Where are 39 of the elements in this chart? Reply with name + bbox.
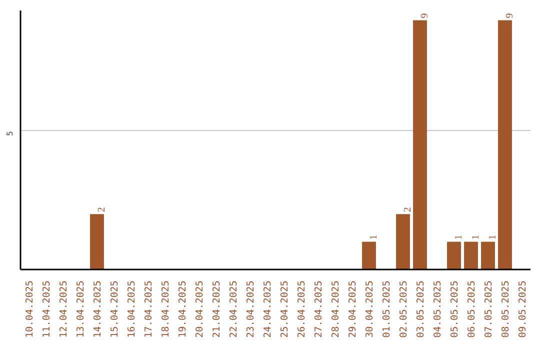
data-label: 2 <box>96 207 108 212</box>
x-tick-label: 17.04.2025 <box>144 280 154 338</box>
x-tick-label: 09.05.2025 <box>518 280 528 338</box>
x-tick-label: 02.05.2025 <box>398 280 410 338</box>
x-tick-label: 08.05.2025 <box>500 280 512 338</box>
x-tick-label: 14.04.2025 <box>92 280 104 338</box>
x-tick-label: 20.04.2025 <box>194 280 206 338</box>
data-label: 9 <box>420 13 430 18</box>
x-tick-label: 05.05.2025 <box>450 280 460 338</box>
x-tick-label: 19.04.2025 <box>178 280 188 338</box>
x-tick-label: 06.05.2025 <box>466 280 478 338</box>
data-label: 9 <box>504 13 516 18</box>
data-label: 1 <box>488 234 498 240</box>
x-tick-label: 27.04.2025 <box>314 280 324 338</box>
x-tick-label: 18.04.2025 <box>160 280 172 338</box>
x-tick-label: 01.05.2025 <box>382 280 392 338</box>
x-tick-label: 28.04.2025 <box>330 280 342 338</box>
data-label: 1 <box>470 234 482 240</box>
x-tick-label: 21.04.2025 <box>212 280 222 338</box>
x-tick-label: 23.04.2025 <box>246 280 256 338</box>
x-tick-label: 12.04.2025 <box>58 280 70 338</box>
x-tick-label: 11.04.2025 <box>42 280 52 338</box>
data-label: 1 <box>454 234 464 240</box>
x-tick-label: 07.05.2025 <box>484 280 494 338</box>
x-tick-label: 15.04.2025 <box>110 280 120 338</box>
x-tick-label: 16.04.2025 <box>126 280 138 338</box>
data-label: 2 <box>402 207 414 212</box>
data-label: 1 <box>368 234 380 240</box>
x-tick-label: 22.04.2025 <box>228 280 240 338</box>
x-tick-label: 10.04.2025 <box>24 280 36 338</box>
x-tick-label: 24.04.2025 <box>262 280 274 338</box>
x-tick-label: 25.04.2025 <box>280 280 290 338</box>
x-tick-label: 30.04.2025 <box>364 280 376 338</box>
x-tick-label: 03.05.2025 <box>416 280 426 338</box>
x-tick-label: 26.04.2025 <box>296 280 308 338</box>
x-tick-label: 04.05.2025 <box>432 280 444 338</box>
x-tick-label: 13.04.2025 <box>76 280 86 338</box>
y-tick-label: 5 <box>6 130 14 136</box>
x-tick-label: 29.04.2025 <box>348 280 358 338</box>
